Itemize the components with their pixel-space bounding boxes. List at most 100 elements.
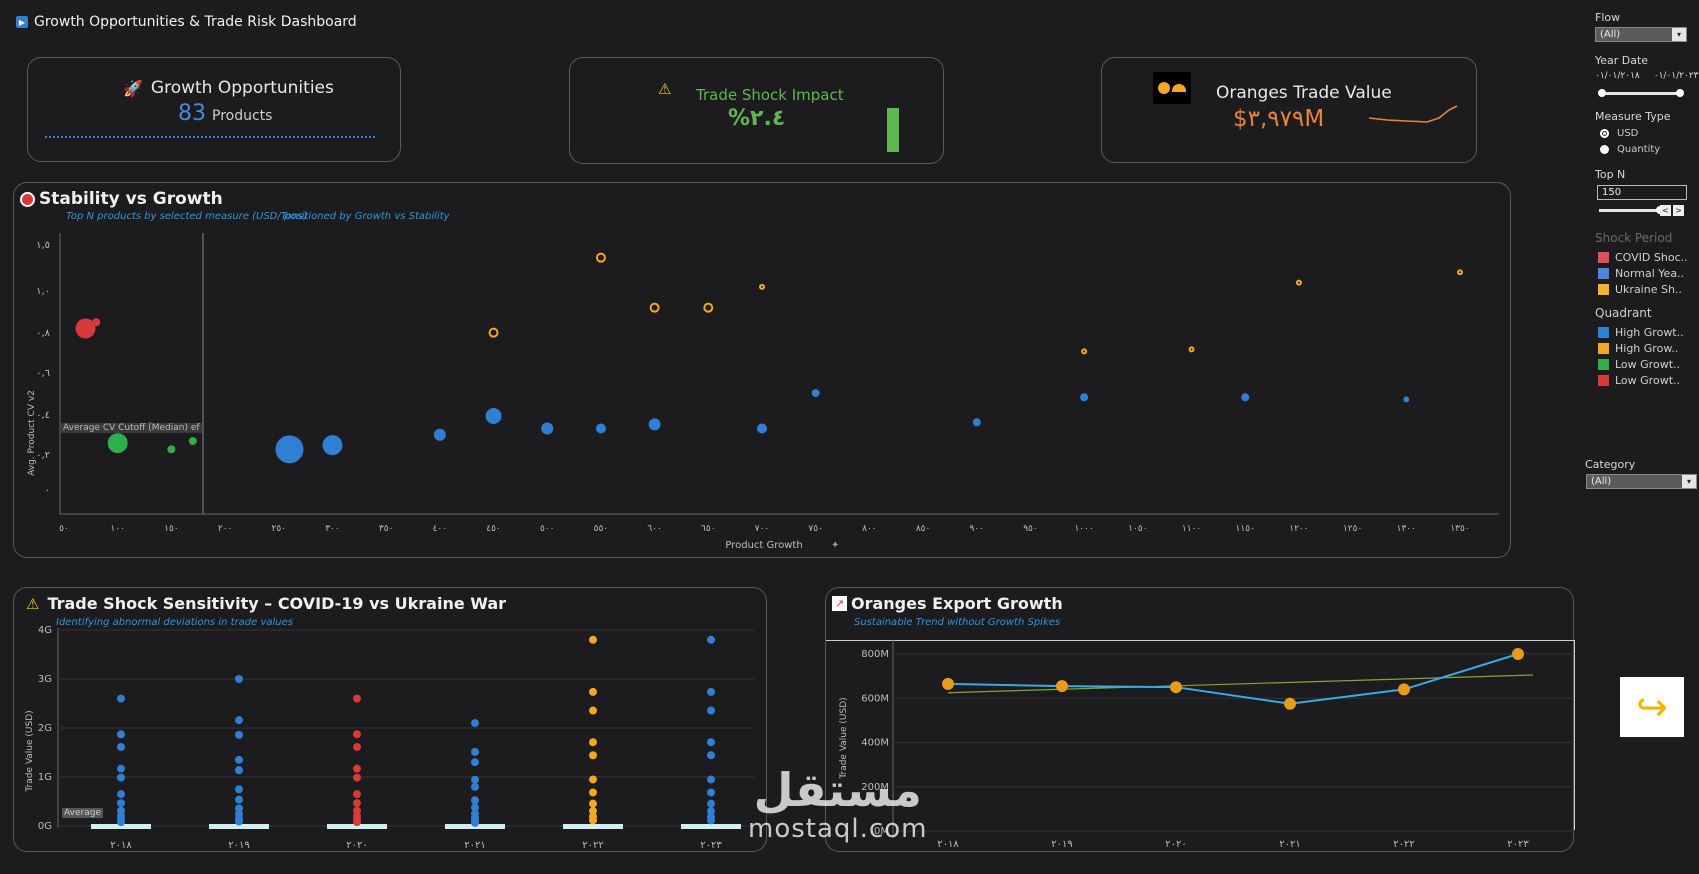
x-tick-label: ٢٠٢٢ <box>582 840 603 851</box>
topn-decrement-button[interactable]: < <box>1660 205 1671 216</box>
data-point <box>353 818 361 827</box>
data-point <box>707 706 715 715</box>
x-tick-label: ٨٥٠ <box>916 524 931 534</box>
trend-line <box>947 674 1534 694</box>
data-point <box>167 445 176 454</box>
x-tick-label: ٩٥٠ <box>1023 524 1038 534</box>
year-to: ٠١/٠١/٢٠٢٣ <box>1653 71 1699 81</box>
orange-icon <box>1153 72 1191 104</box>
navigate-arrow-button[interactable]: ↪ <box>1620 677 1684 737</box>
data-point <box>471 796 479 805</box>
svg-text:Trade Value (USD): Trade Value (USD) <box>839 697 849 779</box>
data-point <box>353 743 361 752</box>
data-point <box>707 687 715 696</box>
data-point <box>707 799 715 808</box>
x-tick-label: ٧٠٠ <box>755 524 770 534</box>
data-point <box>235 795 243 804</box>
data-point <box>92 318 101 327</box>
data-point <box>649 302 660 313</box>
category-dropdown[interactable]: (All) ▾ <box>1586 474 1697 489</box>
pin-icon: ✦ <box>831 540 839 551</box>
data-point <box>471 775 479 784</box>
data-point <box>1081 348 1088 355</box>
legend-item-high-growth-2[interactable]: High Grow.. <box>1598 340 1684 356</box>
measure-radio-quantity[interactable]: Quantity <box>1600 144 1660 155</box>
shock-bar <box>887 108 899 152</box>
export-chart: Trade Value (USD) 800M 600M 400M 200M 0M ٢٠١٨… <box>826 640 1575 850</box>
x-tick-label: ٢٠٢٢ <box>1393 839 1414 850</box>
chevron-down-icon: ▾ <box>1682 475 1696 488</box>
reference-line-label: Average CV Cutoff (Median) ef <box>61 423 202 433</box>
data-point <box>589 635 597 644</box>
data-point <box>353 773 361 782</box>
x-tick-label: ١٣٠٠ <box>1397 524 1416 534</box>
x-tick-label: ٢٠٠ <box>218 524 233 534</box>
watermark: مستقل mostaql.com <box>748 763 928 844</box>
data-point <box>707 775 715 784</box>
dashboard-title: ▶ Growth Opportunities & Trade Risk Dash… <box>16 14 357 30</box>
kpi-oranges-value: $٣,٩٧٩M <box>1233 106 1325 132</box>
x-tick-label: ١٣٥٠ <box>1450 524 1469 534</box>
data-point <box>589 799 597 808</box>
x-tick-label: ٢٠١٩ <box>1051 839 1072 850</box>
x-tick-label: ٨٠٠ <box>862 524 877 534</box>
y-tick-label: 400M <box>861 738 889 749</box>
legend-swatch <box>1598 358 1609 370</box>
data-point <box>1241 393 1250 402</box>
y-tick-label: 4G <box>38 625 52 636</box>
data-point <box>235 716 243 725</box>
data-point <box>117 730 125 739</box>
data-point <box>107 433 128 454</box>
year-range-slider[interactable] <box>1598 89 1684 97</box>
legend-swatch <box>1598 283 1609 295</box>
kpi-oranges-card: Oranges Trade Value $٣,٩٧٩M <box>1101 57 1477 163</box>
sensitivity-chart: Trade Value (USD) 4G 3G 2G 1G 0G ٢٠١٨ ٢٠١٩ ٢٠٢… <box>25 625 754 851</box>
topn-input[interactable] <box>1597 185 1687 200</box>
data-point <box>589 816 597 825</box>
legend-item-low-growth-1[interactable]: Low Growt.. <box>1598 356 1684 372</box>
shock-legend: COVID Shoc.. Normal Yea.. Ukraine Sh.. <box>1598 249 1688 297</box>
data-point <box>589 706 597 715</box>
slider-handle-right[interactable] <box>1676 89 1684 97</box>
data-point <box>322 435 343 456</box>
data-point <box>942 677 954 690</box>
data-point <box>811 389 820 398</box>
data-point <box>471 758 479 767</box>
slider-handle-left[interactable] <box>1598 89 1606 97</box>
data-point <box>433 428 446 441</box>
data-point <box>117 694 125 703</box>
legend-swatch <box>1598 267 1609 279</box>
legend-item-covid[interactable]: COVID Shoc.. <box>1598 249 1688 265</box>
y-tick-label: 200M <box>861 782 889 793</box>
data-point <box>353 790 361 799</box>
legend-item-ukraine[interactable]: Ukraine Sh.. <box>1598 281 1688 297</box>
legend-item-high-growth-1[interactable]: High Growt.. <box>1598 324 1684 340</box>
data-point <box>235 755 243 764</box>
x-tick-label: ١٥٠ <box>164 524 179 534</box>
legend-item-normal[interactable]: Normal Yea.. <box>1598 265 1688 281</box>
quadrant-legend: High Growt.. High Grow.. Low Growt.. Low… <box>1598 324 1684 388</box>
data-point <box>275 435 304 464</box>
kpi-shock-card: ⚠ Trade Shock Impact %٢.٤ <box>569 57 944 164</box>
y-tick-label: 2G <box>38 723 52 734</box>
y-tick-label: ١,٥ <box>36 240 50 251</box>
data-point <box>471 747 479 756</box>
play-icon: ▶ <box>16 16 28 28</box>
data-point <box>1398 683 1410 696</box>
flow-dropdown[interactable]: (All) ▾ <box>1595 27 1687 42</box>
target-icon <box>20 191 35 207</box>
data-point <box>117 743 125 752</box>
year-from: ٠١/٠١/٢٠١٨ <box>1595 71 1640 81</box>
topn-increment-button[interactable]: > <box>1673 205 1684 216</box>
y-axis-label: Avg. Product CV v2 <box>27 390 37 476</box>
data-point <box>703 302 714 313</box>
y-tick-label: 800M <box>861 649 889 660</box>
y-tick-label: ٠,٤ <box>36 410 50 421</box>
shock-legend-title: Shock Period <box>1595 231 1673 245</box>
x-tick-label: ١١٠٠ <box>1182 524 1201 534</box>
topn-slider[interactable] <box>1599 206 1664 214</box>
legend-item-low-growth-2[interactable]: Low Growt.. <box>1598 372 1684 388</box>
measure-radio-usd[interactable]: USD <box>1600 128 1638 139</box>
data-point <box>117 773 125 782</box>
x-tick-label: ١١٥٠ <box>1236 524 1255 534</box>
